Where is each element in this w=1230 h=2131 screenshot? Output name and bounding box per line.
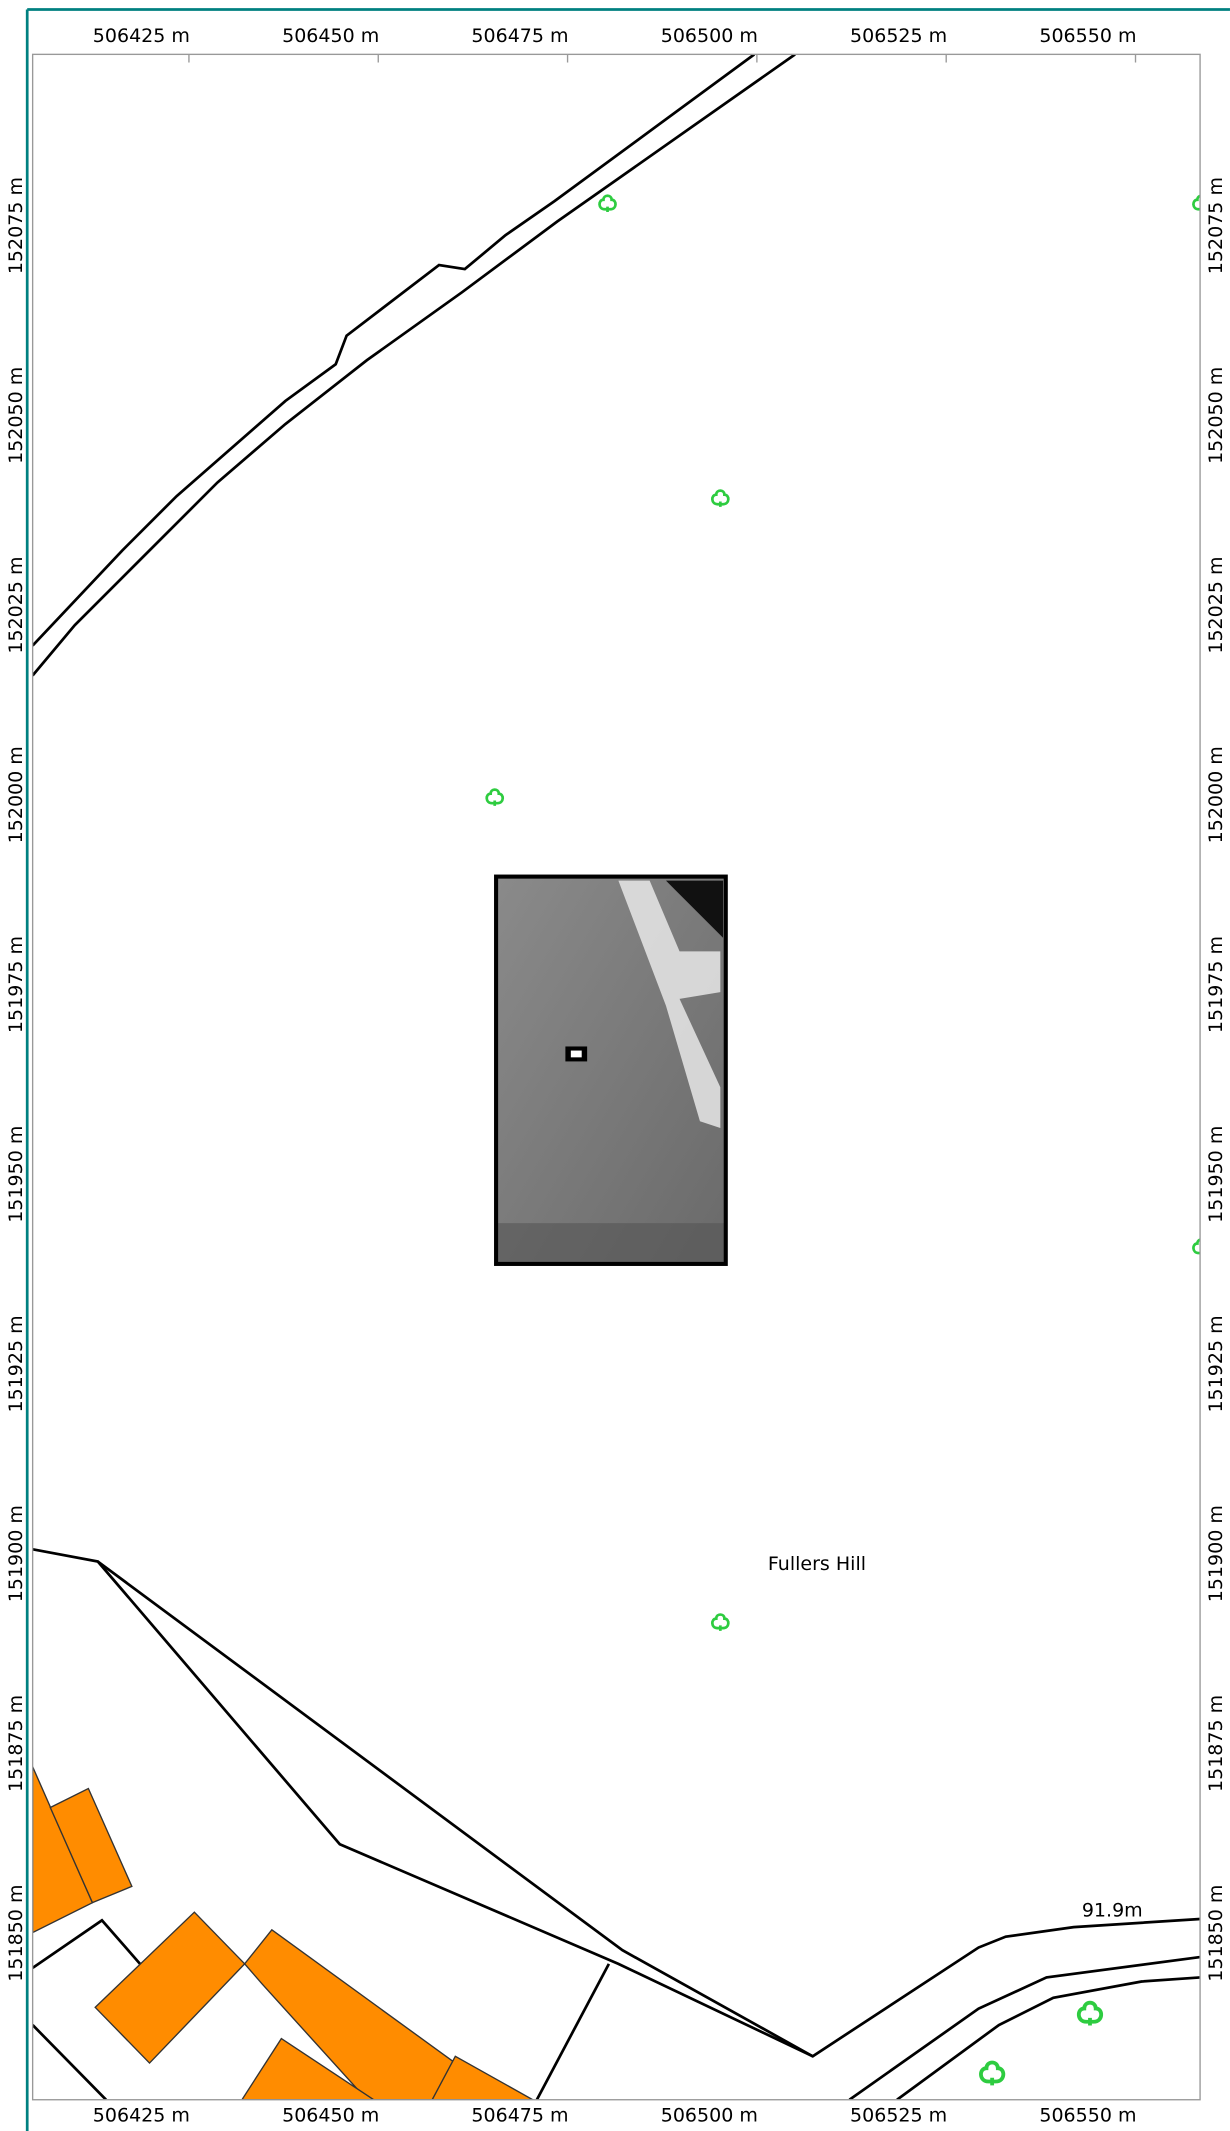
road bbox=[33, 54, 755, 645]
tree-symbol bbox=[1193, 1239, 1209, 1255]
y-coord-label: 152075 m bbox=[5, 177, 27, 274]
map-layers bbox=[33, 54, 1210, 2099]
y-coord-label: 151850 m bbox=[5, 1885, 27, 1982]
y-coord-label: 151925 m bbox=[1205, 1315, 1227, 1412]
x-coord-label: 506525 m bbox=[850, 25, 947, 47]
x-coord-label: 506550 m bbox=[1039, 25, 1136, 47]
y-coord-label: 152050 m bbox=[1205, 367, 1227, 464]
road bbox=[33, 1920, 140, 1968]
x-coord-label: 506475 m bbox=[471, 25, 568, 47]
x-coord-label: 506425 m bbox=[93, 2105, 190, 2127]
x-coord-label: 506475 m bbox=[471, 2105, 568, 2127]
x-coord-label: 506550 m bbox=[1039, 2105, 1136, 2127]
y-coord-label: 151875 m bbox=[5, 1695, 27, 1792]
y-coord-label: 151900 m bbox=[1205, 1505, 1227, 1602]
x-coord-label: 506525 m bbox=[850, 2105, 947, 2127]
x-coord-label: 506450 m bbox=[282, 25, 379, 47]
x-coord-label: 506450 m bbox=[282, 2105, 379, 2127]
x-coord-label: 506500 m bbox=[661, 25, 758, 47]
road bbox=[33, 54, 795, 675]
y-coord-label: 151950 m bbox=[5, 1126, 27, 1223]
map-view: Fullers Hill 91.9m 506425 m 506425 m 50645… bbox=[0, 0, 1230, 2131]
building bbox=[95, 1912, 244, 2063]
y-coord-label: 151925 m bbox=[5, 1315, 27, 1412]
y-coord-label: 151950 m bbox=[1205, 1126, 1227, 1223]
y-coord-label: 152000 m bbox=[1205, 746, 1227, 843]
road bbox=[537, 1964, 609, 2100]
tree-symbol bbox=[712, 491, 728, 507]
y-coord-label: 151850 m bbox=[1205, 1885, 1227, 1982]
raster bbox=[496, 877, 726, 1264]
y-coord-label: 152050 m bbox=[5, 367, 27, 464]
tree-symbol bbox=[981, 2063, 1003, 2086]
y-coord-label: 151900 m bbox=[5, 1505, 27, 1602]
y-coord-label: 151875 m bbox=[1205, 1695, 1227, 1792]
road bbox=[849, 1957, 1200, 2100]
x-coord-label: 506500 m bbox=[661, 2105, 758, 2127]
tree-symbol bbox=[712, 1615, 728, 1631]
tree-symbol bbox=[1079, 2003, 1101, 2026]
tree-symbol bbox=[600, 196, 616, 212]
place-label: Fullers Hill bbox=[768, 1553, 866, 1575]
x-coord-label: 506425 m bbox=[93, 25, 190, 47]
road bbox=[897, 1977, 1200, 2099]
tree-symbol bbox=[487, 790, 503, 806]
road bbox=[33, 2025, 106, 2100]
y-coord-label: 152025 m bbox=[1205, 556, 1227, 653]
contour-label: 91.9m bbox=[1082, 1899, 1143, 1921]
y-coord-label: 152000 m bbox=[5, 746, 27, 843]
y-coord-label: 152075 m bbox=[1205, 177, 1227, 274]
y-coord-label: 152025 m bbox=[5, 556, 27, 653]
y-coord-label: 151975 m bbox=[1205, 936, 1227, 1033]
y-coord-label: 151975 m bbox=[5, 936, 27, 1033]
